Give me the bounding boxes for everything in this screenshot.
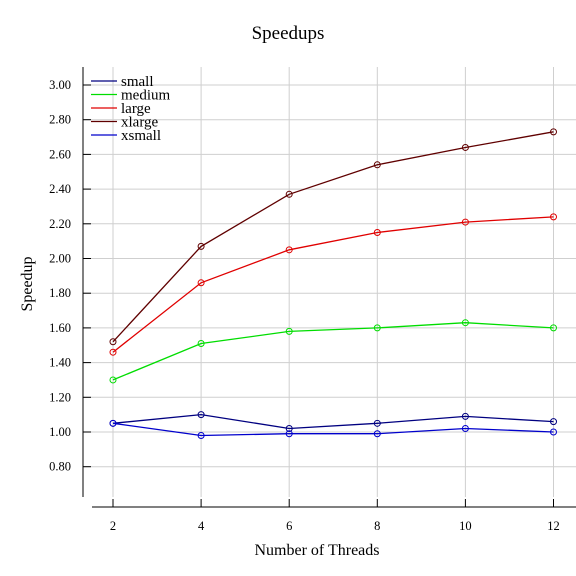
data-point-xlarge xyxy=(461,143,469,151)
y-tick-label: 2.00 xyxy=(49,252,71,266)
y-tick-label: 1.00 xyxy=(49,425,71,439)
y-tick-label: 2.80 xyxy=(49,113,71,127)
y-tick-label: 3.00 xyxy=(49,78,71,92)
y-tick-label: 1.80 xyxy=(49,286,71,300)
y-axis-label: Speedup xyxy=(19,256,36,311)
series-line-medium xyxy=(112,322,554,381)
legend-label-medium: medium xyxy=(121,88,170,104)
x-tick-label: 10 xyxy=(459,519,472,533)
data-point-medium xyxy=(373,324,381,332)
data-point-small xyxy=(285,425,293,433)
y-axis-ticks: 0.80 1.00 1.20 1.40 1.60 1.80 2.00 2.20 2.40 2.60… xyxy=(49,78,91,474)
data-point-xsmall xyxy=(197,431,205,439)
data-point-medium xyxy=(197,340,205,348)
data-point-xlarge xyxy=(550,128,557,136)
data-point-xsmall xyxy=(285,430,293,438)
data-point-xsmall xyxy=(550,428,557,436)
legend-label-xsmall: xsmall xyxy=(121,128,161,144)
data-point-small xyxy=(197,411,205,419)
series-xsmall xyxy=(109,419,557,439)
x-tick-label: 4 xyxy=(198,519,205,533)
x-tick-label: 2 xyxy=(110,519,116,533)
y-tick-label: 1.60 xyxy=(49,321,71,335)
x-axis-label: Number of Threads xyxy=(255,542,380,559)
data-point-large xyxy=(197,279,205,287)
y-tick-label: 2.40 xyxy=(49,182,71,196)
y-tick-label: 1.20 xyxy=(49,390,71,404)
data-point-small xyxy=(461,412,469,420)
y-tick-label: 0.80 xyxy=(49,460,71,474)
data-point-large xyxy=(373,228,381,236)
data-point-xsmall xyxy=(109,419,117,427)
series-medium xyxy=(109,319,557,384)
data-point-small xyxy=(550,418,557,426)
data-point-medium xyxy=(461,319,469,327)
y-tick-label: 2.60 xyxy=(49,147,71,161)
data-point-large xyxy=(109,348,117,356)
data-point-medium xyxy=(109,376,117,384)
grid xyxy=(83,67,576,497)
legend-label-xlarge: xlarge xyxy=(121,115,159,131)
data-point-xlarge xyxy=(285,190,293,198)
data-point-large xyxy=(461,218,469,226)
x-axis-ticks: 2 4 6 8 10 12 xyxy=(110,499,560,533)
data-point-small xyxy=(373,419,381,427)
data-point-medium xyxy=(285,327,293,335)
y-tick-label: 2.20 xyxy=(49,217,71,231)
series-layer xyxy=(109,128,557,439)
series-line-xsmall xyxy=(112,422,554,437)
series-line-xlarge xyxy=(112,131,554,343)
y-tick-label: 1.40 xyxy=(49,356,71,370)
series-line-small xyxy=(112,413,554,430)
data-point-xsmall xyxy=(461,425,469,433)
chart-title: Speedups xyxy=(252,23,325,44)
series-large xyxy=(109,213,557,356)
legend-label-small: small xyxy=(121,74,154,90)
data-point-xsmall xyxy=(373,430,381,438)
data-point-large xyxy=(285,246,293,254)
x-tick-label: 12 xyxy=(547,519,560,533)
x-tick-label: 6 xyxy=(286,519,292,533)
data-point-xlarge xyxy=(109,338,117,346)
series-small xyxy=(109,411,557,433)
data-point-medium xyxy=(550,324,557,332)
data-point-large xyxy=(550,213,557,221)
series-xlarge xyxy=(109,128,557,346)
x-tick-label: 8 xyxy=(374,519,380,533)
legend-label-large: large xyxy=(121,101,151,117)
data-point-xlarge xyxy=(373,161,381,169)
series-line-large xyxy=(112,216,554,353)
axes xyxy=(82,67,576,508)
data-point-xlarge xyxy=(197,242,205,250)
